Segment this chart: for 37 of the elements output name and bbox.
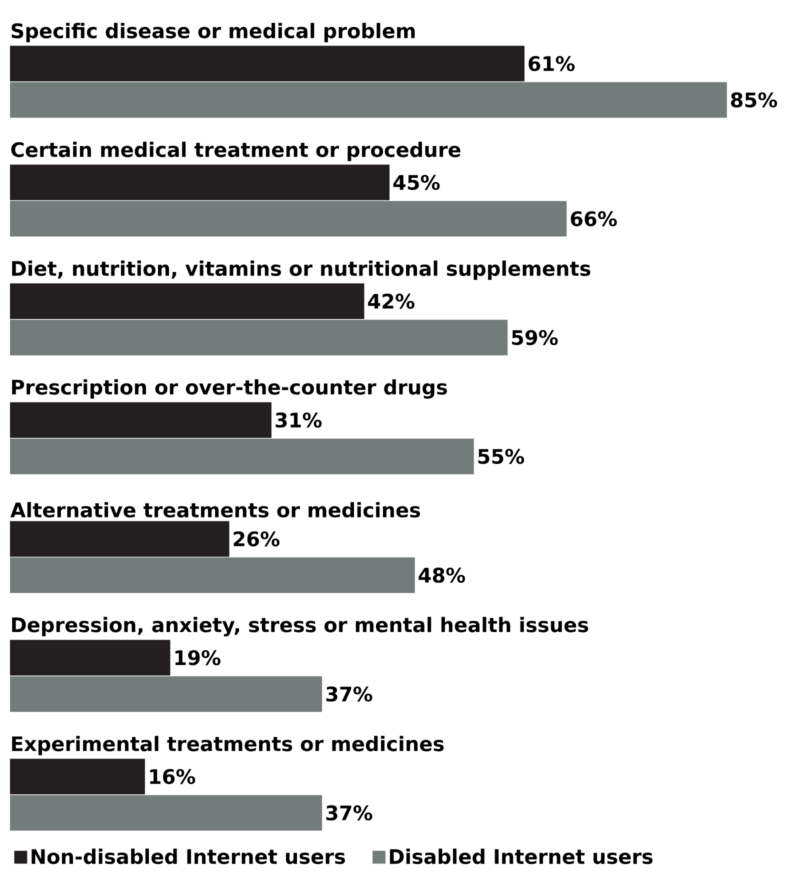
data-label: 42% xyxy=(368,294,414,309)
data-label: 16% xyxy=(150,768,196,784)
y-tick-label: Alternative treatments or medicines xyxy=(10,502,420,518)
bar xyxy=(10,320,508,356)
bar xyxy=(10,795,322,831)
data-label: 31% xyxy=(276,412,322,428)
bar xyxy=(10,164,390,200)
data-label: 66% xyxy=(570,211,617,226)
y-tick-label: Experimental treatments or medicines xyxy=(12,736,444,756)
y-tick-label: Specific disease or medical problem xyxy=(12,22,415,42)
data-label: 55% xyxy=(478,448,524,464)
bar xyxy=(10,402,272,438)
bar xyxy=(10,557,415,594)
data-label: 37% xyxy=(326,805,372,820)
bar xyxy=(10,676,322,712)
y-tick-label: Depression, anxiety, stress or mental health issues xyxy=(12,616,588,636)
bar xyxy=(10,82,727,118)
data-label: 61% xyxy=(528,56,575,72)
y-tick-label: Diet, nutrition, vitamins or nutritional supplements xyxy=(12,260,590,280)
bar xyxy=(10,521,230,557)
bar xyxy=(10,758,145,794)
y-tick-label: Prescription or over-the-counter drugs xyxy=(12,379,447,399)
legend-label: Non-disabled Internet users xyxy=(32,848,345,864)
data-label: 59% xyxy=(512,330,558,346)
data-label: 85% xyxy=(731,92,778,108)
y-tick-label: Certain medical treatment or procedure xyxy=(11,142,460,162)
data-label: 19% xyxy=(175,650,220,666)
data-label: 48% xyxy=(418,568,466,583)
data-label: 45% xyxy=(393,174,440,190)
bar xyxy=(10,283,364,320)
bar xyxy=(10,200,567,237)
bar xyxy=(10,438,474,474)
legend-label: Disabled Internet users xyxy=(390,848,653,864)
bar xyxy=(10,640,170,676)
data-label: 26% xyxy=(234,531,280,546)
data-label: 37% xyxy=(326,686,372,702)
bar xyxy=(10,46,524,82)
